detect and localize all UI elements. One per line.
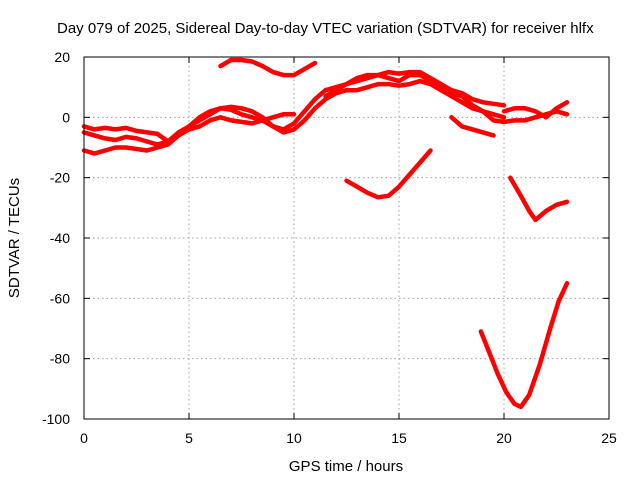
y-tick-label: -60 <box>50 290 70 306</box>
y-tick-label: -100 <box>42 411 70 427</box>
y-tick-label: -40 <box>50 230 70 246</box>
x-tick-label: 0 <box>80 430 88 446</box>
x-tick-label: 10 <box>286 430 302 446</box>
series-line-6 <box>501 100 570 120</box>
x-tick-label: 20 <box>496 430 512 446</box>
series-line-7 <box>449 115 496 138</box>
grid-lines <box>84 57 609 419</box>
series-line-5 <box>323 72 570 125</box>
x-axis-label: GPS time / hours <box>289 458 403 475</box>
y-axis-label: SDTVAR / TECUs <box>6 178 23 298</box>
series-line-8 <box>344 148 433 200</box>
y-tick-label: -80 <box>50 351 70 367</box>
y-tick-label: 0 <box>62 109 70 125</box>
x-tick-label: 5 <box>185 430 193 446</box>
x-tick-label: 25 <box>601 430 617 446</box>
series-line-9 <box>508 175 570 223</box>
y-tick-label: 20 <box>54 49 70 65</box>
chart-title: Day 079 of 2025, Sidereal Day-to-day VTE… <box>57 20 594 37</box>
x-tick-label: 15 <box>391 430 407 446</box>
series-line-4 <box>218 57 318 78</box>
y-tick-label: -20 <box>50 170 70 186</box>
axis-ticks: 0 5 10 15 20 25 -100 -80 -60 -40 -20 0 20 <box>42 49 617 446</box>
series-line-10 <box>478 281 570 410</box>
series-line-2 <box>81 69 507 147</box>
series-lines <box>81 57 570 410</box>
series-line-3 <box>81 78 507 156</box>
